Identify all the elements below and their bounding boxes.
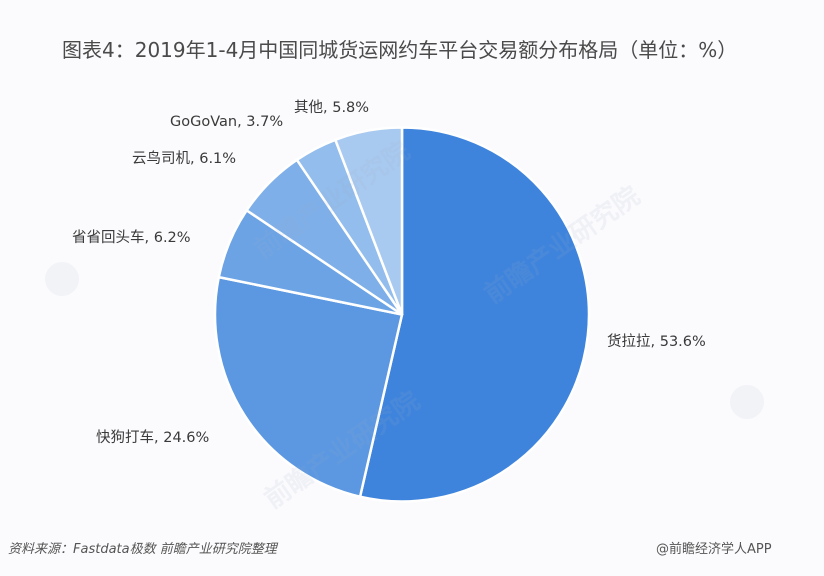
label-shengsheng: 省省回头车, 6.2% xyxy=(72,230,191,246)
source-note: 资料来源：Fastdata极数 前瞻产业研究院整理 xyxy=(8,542,277,557)
label-kuaigou: 快狗打车, 24.6% xyxy=(96,430,210,446)
label-gogovan: GoGoVan, 3.7% xyxy=(170,114,284,130)
pie-slice-1 xyxy=(213,275,404,498)
label-huolala: 货拉拉, 53.6% xyxy=(607,334,706,350)
label-yunniao: 云鸟司机, 6.1% xyxy=(132,151,237,167)
pie-slice-5 xyxy=(334,126,404,316)
credit-note: @前瞻经济学人APP xyxy=(656,542,772,557)
chart-title: 图表4：2019年1-4月中国同城货运网约车平台交易额分布格局（单位：%） xyxy=(62,38,738,62)
label-other: 其他, 5.8% xyxy=(294,100,370,116)
pie-slices xyxy=(213,126,591,503)
pie-slice-0 xyxy=(358,126,591,503)
